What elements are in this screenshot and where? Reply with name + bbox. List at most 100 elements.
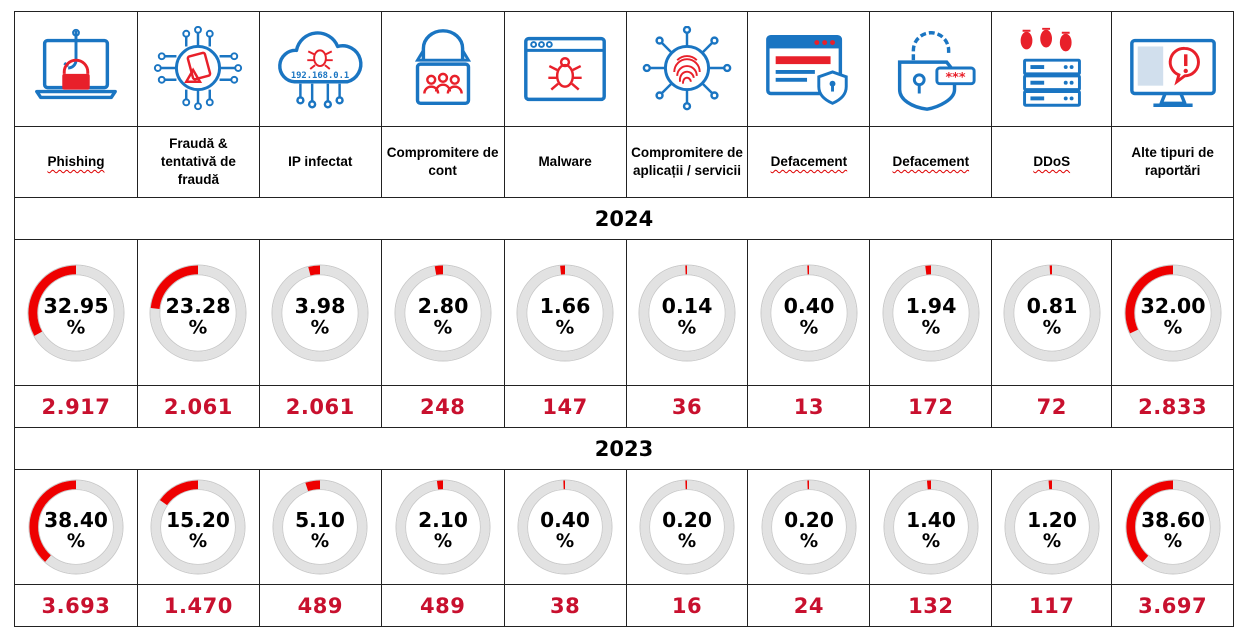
donut-outline <box>516 263 614 362</box>
donut-percent-value: 0.14 <box>662 294 713 318</box>
donut-chart: 32.95% <box>27 263 125 362</box>
donut-outline <box>1003 263 1101 362</box>
category-label-cell: IP infectat <box>259 127 382 198</box>
donut-outline <box>272 479 368 575</box>
donut-percent-unit: % <box>189 531 207 552</box>
donut-cell: 2.80% <box>381 240 505 386</box>
donut-inner-outline <box>770 489 847 565</box>
donut-percent-unit: % <box>678 531 696 552</box>
count-row-2023: 3.693 1.470 489 489 38 16 24 132 117 3.697 <box>14 585 1235 627</box>
donut-outline <box>271 263 369 362</box>
statistics-table: 192.168.0.1 *** Phishing Fraudă & tentati… <box>14 11 1235 627</box>
donut-percent-unit: % <box>921 317 940 338</box>
count-value: 489 <box>259 585 382 627</box>
donut-inner-outline <box>38 489 114 565</box>
donut-slice <box>28 264 124 361</box>
browser-bug-icon <box>524 36 606 102</box>
donut-outline <box>639 479 735 575</box>
donut-outline <box>27 263 125 362</box>
count-value: 3.697 <box>1112 585 1235 627</box>
padlock-password-icon: *** <box>897 31 976 111</box>
donut-slice <box>518 480 612 574</box>
count-value: 2.917 <box>15 386 138 428</box>
donut-percent-unit: % <box>311 317 330 338</box>
count-value: 36 <box>626 386 749 428</box>
donut-cell: 0.20% <box>626 470 749 585</box>
count-row-2024: 2.917 2.061 2.061 248 147 36 13 172 72 2.833 <box>14 386 1235 428</box>
donut-slice <box>640 480 734 574</box>
category-label: Compromitere de aplicații / servicii <box>631 145 743 178</box>
donut-inner-outline <box>1133 273 1212 352</box>
donut-outline <box>394 263 492 362</box>
donut-cell: 38.40% <box>15 470 138 585</box>
donut-cell: 0.20% <box>748 470 871 585</box>
donut-percent-value: 23.28 <box>166 294 231 318</box>
donut-outline <box>760 263 858 362</box>
fingerprint-circuit-icon <box>642 26 732 111</box>
donut-inner-outline <box>892 489 969 565</box>
count-value: 117 <box>992 585 1113 627</box>
category-label-cell: Malware <box>504 127 627 198</box>
count-value: 1.470 <box>137 585 260 627</box>
donut-percent-unit: % <box>434 531 452 552</box>
donut-percent-unit: % <box>1163 531 1181 552</box>
donut-inner-outline <box>526 273 604 352</box>
server-bombs-icon <box>1020 27 1081 107</box>
donut-chart: 1.40% <box>883 479 979 575</box>
donut-percent-unit: % <box>189 317 208 338</box>
donut-percent-unit: % <box>800 531 818 552</box>
category-label-cell: Compromitere de cont <box>381 127 505 198</box>
count-value: 2.061 <box>137 386 260 428</box>
donut-percent-value: 3.98 <box>295 294 346 318</box>
donut-cell: 1.40% <box>870 470 993 585</box>
donut-outline <box>517 479 613 575</box>
donut-percent-value: 38.60 <box>1141 508 1205 532</box>
donut-percent-value: 0.40 <box>540 508 590 532</box>
donut-percent-value: 0.20 <box>662 508 712 532</box>
donut-outline <box>1004 479 1100 575</box>
count-value: 489 <box>381 585 505 627</box>
donut-percent-value: 0.81 <box>1026 294 1077 318</box>
count-value: 172 <box>870 386 993 428</box>
icon-row: 192.168.0.1 *** <box>14 11 1235 127</box>
donut-percent-value: 1.66 <box>540 294 591 318</box>
count-value: 13 <box>748 386 871 428</box>
donut-outline <box>149 263 247 362</box>
donut-percent-unit: % <box>1043 531 1061 552</box>
icon-cell: 192.168.0.1 <box>259 12 382 127</box>
donut-outline <box>882 263 980 362</box>
donut-slice <box>1126 480 1220 574</box>
category-label-cell: Defacement <box>748 127 871 198</box>
donut-chart: 15.20% <box>150 479 246 575</box>
donut-row-2023: 38.40% 15.20% 5.10% 2.10% 0.40% 0.20% 0.20% 1.4… <box>14 470 1235 585</box>
donut-cell: 0.40% <box>748 240 871 386</box>
donut-percent-unit: % <box>922 531 940 552</box>
category-label-cell: Phishing <box>15 127 138 198</box>
laptop-phishing-hook-icon <box>35 28 117 100</box>
donut-percent-unit: % <box>67 317 86 338</box>
donut-percent-unit: % <box>678 317 697 338</box>
donut-chart: 0.20% <box>761 479 857 575</box>
icon-cell <box>748 12 871 127</box>
category-label: Defacement <box>892 154 970 169</box>
count-value: 2.061 <box>259 386 382 428</box>
donut-slice <box>395 264 491 361</box>
category-label-row: Phishing Fraudă & tentativă de fraudă IP i… <box>14 127 1235 198</box>
donut-inner-outline <box>648 273 726 352</box>
donut-inner-outline <box>281 273 359 352</box>
donut-inner-outline <box>403 273 482 352</box>
donut-percent-unit: % <box>67 531 85 552</box>
donut-slice <box>1125 264 1221 361</box>
donut-chart: 5.10% <box>272 479 368 575</box>
donut-percent-value: 32.95 <box>43 294 108 318</box>
donut-slice <box>761 264 857 361</box>
donut-cell: 0.81% <box>992 240 1113 386</box>
donut-chart: 0.20% <box>639 479 735 575</box>
icon-cell: *** <box>870 12 993 127</box>
donut-cell: 2.10% <box>381 470 505 585</box>
donut-cell: 32.00% <box>1112 240 1235 386</box>
donut-inner-outline <box>159 273 238 352</box>
donut-percent-value: 15.20 <box>166 508 230 532</box>
donut-outline <box>638 263 736 362</box>
category-label-cell: Defacement <box>870 127 993 198</box>
